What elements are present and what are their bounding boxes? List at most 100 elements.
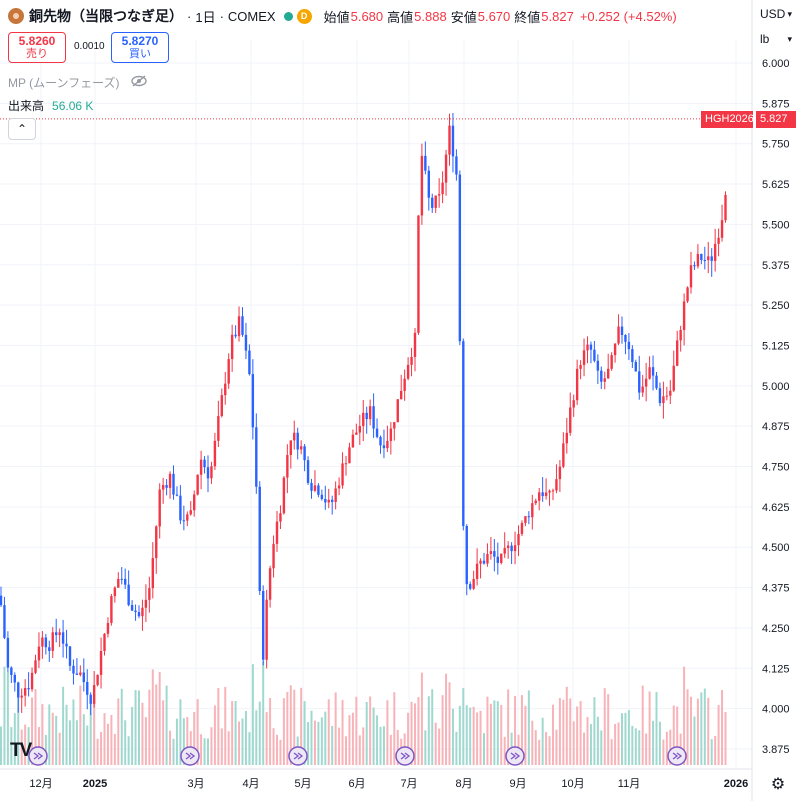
currency-select[interactable]: USD ▾ <box>754 3 796 25</box>
candle-body <box>244 334 248 351</box>
volume-bar <box>27 727 30 765</box>
buy-button[interactable]: 5.8270 買い <box>111 32 169 63</box>
moon-phase-icon[interactable] <box>28 746 48 766</box>
symbol-price-tag: HGH2026 <box>701 111 754 128</box>
candle-body <box>672 365 675 391</box>
candle-body <box>262 591 265 660</box>
interval-label[interactable]: 1日 <box>195 9 216 25</box>
volume-bar <box>465 705 468 765</box>
candle-body <box>337 485 341 489</box>
volume-bar <box>503 736 506 765</box>
candle-body <box>331 499 334 502</box>
eye-off-icon[interactable] <box>131 75 147 90</box>
volume-bar <box>262 661 265 765</box>
volume-bar <box>86 725 89 765</box>
volume-bar <box>48 704 51 765</box>
candle-body <box>206 467 210 479</box>
volume-bar <box>362 727 365 765</box>
candle-body <box>203 459 206 468</box>
volume-bar <box>427 696 430 765</box>
mp-indicator-legend[interactable]: MP (ムーンフェーズ) <box>8 74 147 91</box>
change-value: +0.252 (+4.52%) <box>579 8 677 24</box>
chevron-down-icon: ▾ <box>787 9 792 19</box>
candle-body <box>317 485 320 495</box>
x-tick-label: 8月 <box>455 778 472 790</box>
volume-bar <box>276 734 278 765</box>
volume-bar <box>641 685 644 765</box>
volume-bar <box>724 711 727 765</box>
candle-body <box>627 341 631 350</box>
volume-bar <box>282 698 285 765</box>
candle-body <box>427 170 430 198</box>
volume-bar <box>645 733 648 765</box>
candle-body <box>189 510 192 515</box>
volume-bar <box>144 717 147 765</box>
y-tick-label: 4.500 <box>762 542 790 554</box>
volume-bar <box>269 698 272 765</box>
candle-body <box>148 588 151 600</box>
delayed-badge[interactable]: D <box>296 8 312 24</box>
tradingview-logo[interactable]: TV <box>10 740 32 761</box>
gear-icon[interactable]: ⚙ <box>770 776 786 793</box>
symbol-title[interactable]: 銅先物（当限つなぎ足） <box>29 8 183 24</box>
y-tick-label: 5.625 <box>762 179 790 191</box>
candle-body <box>724 194 727 221</box>
moon-phase-icon[interactable] <box>180 746 200 766</box>
volume-bar <box>676 706 679 765</box>
x-tick-label: 2026 <box>724 778 748 790</box>
candle-body <box>82 672 85 683</box>
candle-body <box>403 378 406 391</box>
volume-bar <box>193 711 196 765</box>
y-tick-label: 5.125 <box>762 340 790 352</box>
candle-body <box>686 287 689 302</box>
volume-bar <box>489 703 492 765</box>
moon-phase-icon[interactable] <box>667 746 687 766</box>
volume-bar <box>213 705 216 765</box>
close-value: 5.827 <box>541 8 574 24</box>
candle-body <box>155 526 158 559</box>
candle-body <box>520 522 524 534</box>
candle-body <box>34 660 37 673</box>
x-tick-label: 11月 <box>618 778 640 790</box>
volume-bar <box>110 714 113 765</box>
volume-bar <box>545 731 548 765</box>
price-axis: 6.000 5.875 5.750 5.625 5.500 5.375 5.250 5.125… <box>751 0 790 801</box>
sell-button[interactable]: 5.8260 売り <box>8 32 66 63</box>
volume-bar <box>227 731 230 765</box>
volume-bar <box>6 672 9 765</box>
moon-phase-icon[interactable] <box>395 746 415 766</box>
candle-body <box>289 440 292 456</box>
volume-bar <box>303 701 306 765</box>
candle-body <box>237 316 241 337</box>
volume-bar <box>41 704 44 765</box>
chevron-up-icon[interactable]: ⌃ <box>8 118 36 140</box>
candle-body <box>486 553 489 564</box>
candle-body <box>168 473 172 488</box>
volume-bar <box>24 724 27 765</box>
low-label: 安値 <box>450 9 477 25</box>
candle-body <box>665 395 669 397</box>
moon-phase-icon[interactable] <box>288 746 308 766</box>
y-tick-label: 4.625 <box>762 502 790 514</box>
candle-body <box>106 622 110 634</box>
unit-select[interactable]: lb ▾ <box>754 28 796 50</box>
volume-bar <box>662 739 665 765</box>
candle-body <box>51 632 54 651</box>
moon-phase-icon[interactable] <box>505 746 525 766</box>
volume-bar <box>13 713 16 765</box>
volume-bar <box>438 728 441 765</box>
volume-bar <box>531 720 534 765</box>
volume-bar <box>493 700 496 765</box>
volume-bar <box>665 731 668 765</box>
volume-legend[interactable]: 出来高 56.06 K <box>8 97 93 114</box>
volume-bar <box>293 689 296 765</box>
high-label: 高値 <box>387 9 414 25</box>
volume-bar <box>358 735 361 765</box>
volume-bar <box>338 727 341 765</box>
candle-body <box>475 563 479 579</box>
y-tick-label: 5.000 <box>762 381 790 393</box>
candle-body <box>638 371 641 393</box>
volume-bar <box>207 738 209 765</box>
volume-bar <box>3 666 6 765</box>
